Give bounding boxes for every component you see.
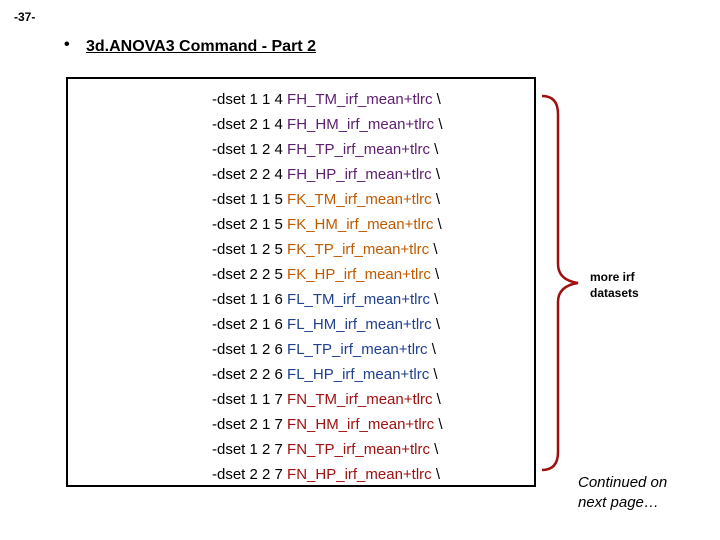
dataset-name: FH_HM_irf_mean+tlrc bbox=[287, 116, 435, 133]
command-line: -dset 2 2 4 FH_HP_irf_mean+tlrc \ bbox=[212, 162, 443, 187]
command-prefix: -dset 1 1 5 bbox=[212, 191, 288, 208]
continued-line1: Continued on bbox=[578, 474, 668, 491]
command-list: -dset 1 1 4 FH_TM_irf_mean+tlrc \ -dset 2… bbox=[212, 87, 443, 487]
dataset-name: FN_HM_irf_mean+tlrc bbox=[287, 416, 435, 433]
command-line: -dset 1 2 7 FN_TP_irf_mean+tlrc \ bbox=[212, 437, 443, 462]
line-continuation: \ bbox=[432, 391, 441, 408]
line-continuation: \ bbox=[431, 466, 441, 483]
command-prefix: -dset 2 2 7 bbox=[212, 466, 288, 483]
page-title: 3d.ANOVA3 Command - Part 2 bbox=[86, 38, 316, 55]
slide-number: -37- bbox=[14, 10, 36, 24]
line-continuation: \ bbox=[430, 291, 439, 308]
dataset-name: FL_TM_irf_mean+tlrc bbox=[287, 291, 431, 308]
command-prefix: -dset 2 1 5 bbox=[212, 216, 288, 233]
line-continuation: \ bbox=[434, 116, 443, 133]
command-line: -dset 1 1 4 FH_TM_irf_mean+tlrc \ bbox=[212, 87, 443, 112]
command-prefix: -dset 1 1 7 bbox=[212, 391, 288, 408]
command-prefix: -dset 1 1 6 bbox=[212, 291, 288, 308]
dataset-name: FK_HM_irf_mean+tlrc bbox=[287, 216, 434, 233]
command-line: -dset 2 2 6 FL_HP_irf_mean+tlrc \ bbox=[212, 362, 443, 387]
line-continuation: \ bbox=[431, 316, 441, 333]
brace-note-line1: more irf bbox=[590, 270, 635, 284]
line-continuation: \ bbox=[429, 241, 438, 258]
dataset-name: FK_HP_irf_mean+tlrc bbox=[287, 266, 431, 283]
command-line: -dset 2 1 5 FK_HM_irf_mean+tlrc \ bbox=[212, 212, 443, 237]
dataset-name: FN_TM_irf_mean+tlrc bbox=[287, 391, 433, 408]
brace-note: more irf datasets bbox=[590, 269, 639, 301]
dataset-name: FN_HP_irf_mean+tlrc bbox=[287, 466, 432, 483]
command-box bbox=[66, 77, 536, 487]
line-continuation: \ bbox=[434, 416, 443, 433]
dataset-name: FN_TP_irf_mean+tlrc bbox=[287, 441, 431, 458]
line-continuation: \ bbox=[431, 166, 441, 183]
line-continuation: \ bbox=[433, 216, 442, 233]
command-line: -dset 1 2 4 FH_TP_irf_mean+tlrc \ bbox=[212, 137, 443, 162]
continued-line2: next page… bbox=[578, 494, 659, 511]
dataset-name: FL_HM_irf_mean+tlrc bbox=[287, 316, 432, 333]
command-prefix: -dset 1 2 5 bbox=[212, 241, 288, 258]
line-continuation: \ bbox=[430, 266, 440, 283]
command-line: -dset 2 2 7 FN_HP_irf_mean+tlrc \ bbox=[212, 462, 443, 487]
dataset-name: FL_HP_irf_mean+tlrc bbox=[287, 366, 430, 383]
line-continuation: \ bbox=[430, 141, 439, 158]
dataset-name: FK_TP_irf_mean+tlrc bbox=[287, 241, 430, 258]
command-line: -dset 1 2 6 FL_TP_irf_mean+tlrc \ bbox=[212, 337, 443, 362]
command-line: -dset 1 1 6 FL_TM_irf_mean+tlrc \ bbox=[212, 287, 443, 312]
right-brace-icon bbox=[541, 94, 579, 472]
line-continuation: \ bbox=[429, 366, 438, 383]
command-prefix: -dset 1 1 4 bbox=[212, 91, 288, 108]
command-prefix: -dset 2 1 6 bbox=[212, 316, 288, 333]
command-line: -dset 2 1 7 FN_HM_irf_mean+tlrc \ bbox=[212, 412, 443, 437]
continued-note: Continued on next page… bbox=[578, 473, 667, 513]
dataset-name: FL_TP_irf_mean+tlrc bbox=[287, 341, 428, 358]
line-continuation: \ bbox=[431, 191, 441, 208]
dataset-name: FH_HP_irf_mean+tlrc bbox=[287, 166, 432, 183]
command-line: -dset 2 1 4 FH_HM_irf_mean+tlrc \ bbox=[212, 112, 443, 137]
dataset-name: FH_TP_irf_mean+tlrc bbox=[287, 141, 431, 158]
command-prefix: -dset 1 2 7 bbox=[212, 441, 288, 458]
line-continuation: \ bbox=[427, 341, 436, 358]
command-line: -dset 1 1 7 FN_TM_irf_mean+tlrc \ bbox=[212, 387, 443, 412]
command-prefix: -dset 2 2 6 bbox=[212, 366, 288, 383]
command-prefix: -dset 1 2 6 bbox=[212, 341, 288, 358]
command-prefix: -dset 2 2 4 bbox=[212, 166, 288, 183]
command-line: -dset 1 2 5 FK_TP_irf_mean+tlrc \ bbox=[212, 237, 443, 262]
command-line: -dset 1 1 5 FK_TM_irf_mean+tlrc \ bbox=[212, 187, 443, 212]
line-continuation: \ bbox=[432, 91, 441, 108]
command-line: -dset 2 2 5 FK_HP_irf_mean+tlrc \ bbox=[212, 262, 443, 287]
command-prefix: -dset 1 2 4 bbox=[212, 141, 288, 158]
bullet-icon: • bbox=[64, 36, 70, 53]
line-continuation: \ bbox=[430, 441, 439, 458]
command-line: -dset 2 1 6 FL_HM_irf_mean+tlrc \ bbox=[212, 312, 443, 337]
command-prefix: -dset 2 1 4 bbox=[212, 116, 288, 133]
command-prefix: -dset 2 1 7 bbox=[212, 416, 288, 433]
command-prefix: -dset 2 2 5 bbox=[212, 266, 288, 283]
dataset-name: FH_TM_irf_mean+tlrc bbox=[287, 91, 433, 108]
brace-note-line2: datasets bbox=[590, 286, 639, 300]
dataset-name: FK_TM_irf_mean+tlrc bbox=[287, 191, 432, 208]
